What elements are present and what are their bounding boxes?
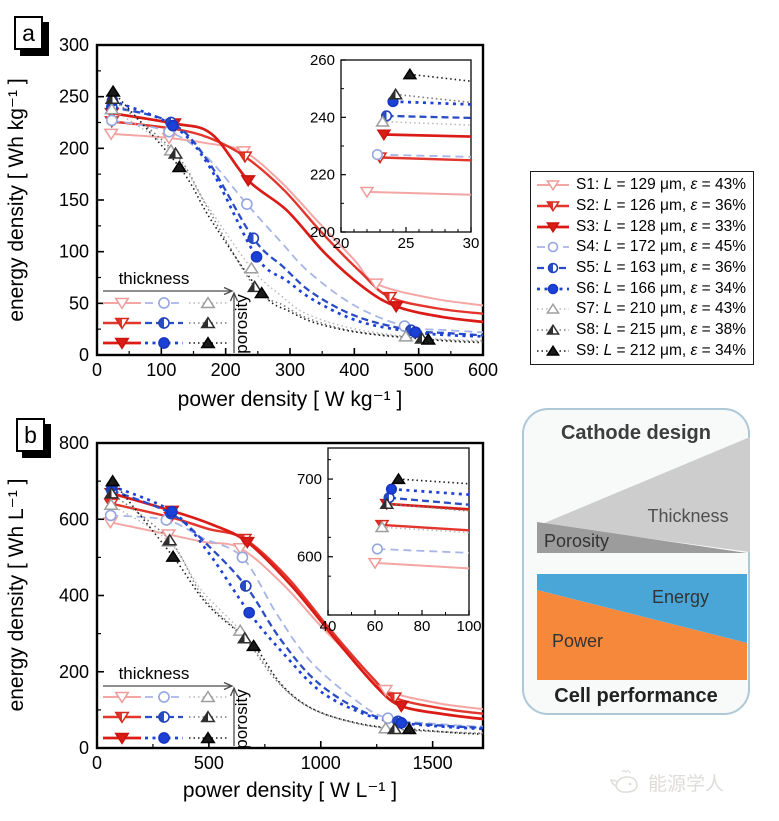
legend-label: S3: L = 128 μm, ε = 33% [576,217,746,235]
svg-text:energy density [ Wh L⁻¹ ]: energy density [ Wh L⁻¹ ] [5,479,28,712]
svg-text:300: 300 [59,35,89,55]
svg-text:60: 60 [367,618,384,635]
whale-logo-icon [609,769,638,793]
legend-marker-s9 [537,344,569,356]
legend-label: S1: L = 129 μm, ε = 43% [576,176,746,194]
legend-label: S9: L = 212 μm, ε = 34% [576,341,746,359]
svg-text:thickness: thickness [119,664,190,683]
series-legend: S1: L = 129 μm, ε = 43% S2: L = 126 μm, ε… [530,171,754,365]
ragone-plot-volumetric: 0 500 1000 1500 0 200 400 600 800 power density [… [5,433,485,802]
legend-marker-s8 [537,323,569,335]
svg-text:50: 50 [69,293,89,313]
legend-marker-s6 [537,283,569,294]
legend-item-s2: S2: L = 126 μm, ε = 36% [535,196,749,216]
svg-text:600: 600 [297,549,322,566]
legend-item-s8: S8: L = 215 μm, ε = 38% [535,320,749,340]
svg-text:600: 600 [59,509,89,529]
svg-text:0: 0 [92,360,102,380]
legend-label: S4: L = 172 μm, ε = 45% [576,238,746,256]
panel-label-a: a [14,16,43,50]
watermark: 能源学人 [608,768,724,796]
panel-label-b: b [16,418,45,452]
porosity-label: Porosity [544,531,610,551]
svg-text:power density [ W kg⁻¹ ]: power density [ W kg⁻¹ ] [178,388,403,411]
svg-text:260: 260 [310,52,335,69]
legend-marker-s4 [537,242,569,253]
legend-label: S7: L = 210 μm, ε = 43% [576,300,746,318]
svg-text:220: 220 [310,167,335,184]
svg-text:400: 400 [339,360,369,380]
svg-text:25: 25 [398,235,415,252]
svg-text:200: 200 [59,662,89,682]
svg-text:250: 250 [59,87,89,107]
svg-text:0: 0 [79,738,89,758]
svg-text:200: 200 [59,138,89,158]
porosity-wedge-shape [537,522,747,553]
svg-text:power density [ W L⁻¹ ]: power density [ W L⁻¹ ] [183,779,397,802]
energy-label: Energy [652,587,710,607]
diagram-title: Cathode design [560,422,711,444]
svg-text:300: 300 [275,360,305,380]
svg-text:100: 100 [59,242,89,262]
svg-text:30: 30 [463,235,480,252]
thickness-label: Thickness [647,506,729,526]
svg-text:400: 400 [59,586,89,606]
legend-item-s7: S7: L = 210 μm, ε = 43% [535,299,749,319]
diagram-shapes [537,437,750,680]
legend-item-s5: S5: L = 163 μm, ε = 36% [535,258,749,278]
svg-text:1000: 1000 [301,753,341,773]
cell-performance-title: Cell performance [554,685,718,707]
svg-text:1500: 1500 [413,753,453,773]
svg-text:porosity: porosity [232,294,251,354]
legend-item-s3: S3: L = 128 μm, ε = 33% [535,217,749,237]
legend-marker-s1 [537,180,569,192]
svg-text:600: 600 [468,360,498,380]
svg-text:240: 240 [310,109,335,126]
legend-marker-s7 [537,303,569,315]
svg-text:0: 0 [79,345,89,365]
svg-text:100: 100 [146,360,176,380]
legend-label: S6: L = 166 μm, ε = 34% [576,279,746,297]
svg-text:800: 800 [59,433,89,453]
legend-item-s4: S4: L = 172 μm, ε = 45% [535,237,749,257]
legend-label: S8: L = 215 μm, ε = 38% [576,320,746,338]
svg-text:500: 500 [404,360,434,380]
watermark-text: 能源学人 [648,773,725,795]
legend-item-s6: S6: L = 166 μm, ε = 34% [535,279,749,299]
svg-text:100: 100 [456,618,481,635]
svg-text:700: 700 [297,471,322,488]
svg-text:80: 80 [414,618,431,635]
svg-text:40: 40 [320,618,337,635]
svg-text:energy density [ Wh kg⁻¹ ]: energy density [ Wh kg⁻¹ ] [5,78,28,321]
svg-text:500: 500 [194,753,224,773]
legend-label: S2: L = 126 μm, ε = 36% [576,196,746,214]
legend-item-s1: S1: L = 129 μm, ε = 43% [535,175,749,195]
legend-marker-s5 [537,262,569,274]
ragone-plot-gravimetric: 0 100 200 300 400 500 600 0 50 100 150 200 250 300 pow… [5,35,498,411]
legend-label: S5: L = 163 μm, ε = 36% [576,258,746,276]
svg-text:porosity: porosity [232,689,251,749]
legend-item-s9: S9: L = 212 μm, ε = 34% [535,341,749,361]
svg-text:150: 150 [59,190,89,210]
energy-area-shape [537,574,747,643]
svg-text:thickness: thickness [119,269,190,288]
power-label: Power [552,631,604,651]
thickness-wedge-shape [542,437,750,552]
svg-text:20: 20 [333,235,350,252]
legend-marker-s2 [537,201,569,213]
svg-text:200: 200 [310,224,335,241]
power-area-shape [537,590,747,680]
legend-marker-s3 [537,221,569,233]
svg-text:0: 0 [92,753,102,773]
svg-text:200: 200 [211,360,241,380]
cathode-design-diagram: Cathode design Thickness Porosity Energy… [522,408,750,715]
